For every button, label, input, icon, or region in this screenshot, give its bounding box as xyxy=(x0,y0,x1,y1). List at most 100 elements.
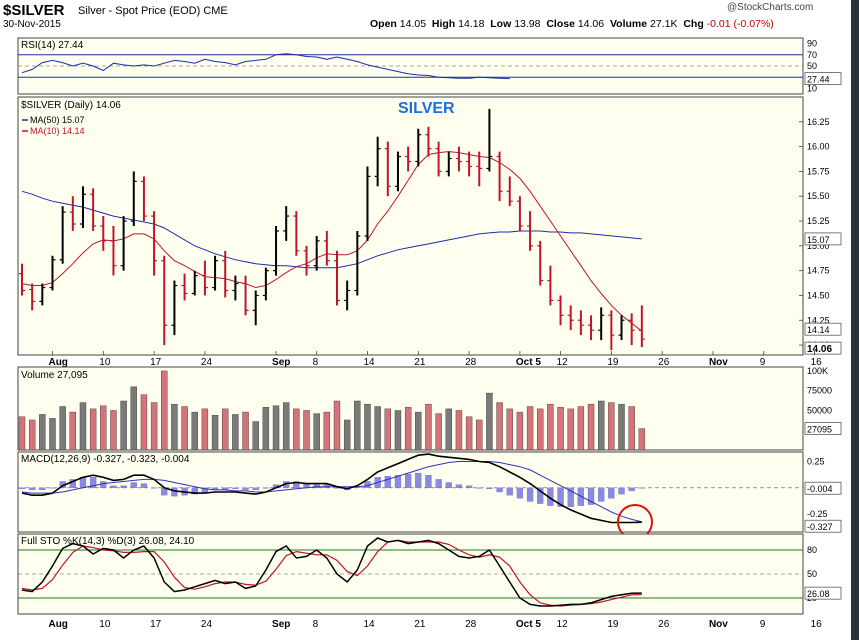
volume-bar xyxy=(282,402,290,451)
x-tick-label: 19 xyxy=(607,357,619,368)
low-label: Low xyxy=(490,18,512,30)
sto-d-line xyxy=(21,539,642,607)
last-value-label: 26.08 xyxy=(807,589,830,599)
last-value-box xyxy=(804,586,842,600)
ma50-legend: MA(50) 15.07 xyxy=(30,115,85,125)
last-value-label: -0.004 xyxy=(807,484,833,494)
volume-bar xyxy=(354,400,361,451)
macd-histogram-bar xyxy=(191,487,198,495)
price-bar xyxy=(577,310,584,336)
macd-line xyxy=(21,453,642,524)
macd-histogram-bar xyxy=(638,487,645,489)
x-tick-label: 17 xyxy=(150,357,162,368)
x-tick-label-bottom: 21 xyxy=(414,619,426,630)
open-label: Open xyxy=(370,18,397,30)
x-tick-label-bottom: Oct 5 xyxy=(516,619,541,630)
macd-histogram-bar xyxy=(557,487,564,507)
price-bar xyxy=(476,151,483,187)
y-tick-label: 14.50 xyxy=(807,290,830,300)
volume-bar xyxy=(232,414,239,451)
x-tick-label: 10 xyxy=(99,357,111,368)
macd-histogram-bar xyxy=(465,485,473,488)
y-tick-label: 50 xyxy=(807,569,817,579)
volume-bar xyxy=(628,406,635,451)
price-bar xyxy=(19,263,25,296)
volume-bar xyxy=(323,411,331,451)
macd-panel xyxy=(17,451,804,533)
x-tick-label-bottom: 16 xyxy=(811,619,823,630)
x-tick-label: Aug xyxy=(48,357,67,368)
volume-bar xyxy=(79,402,87,451)
macd-histogram-bar xyxy=(293,481,300,488)
price-bar xyxy=(628,313,635,346)
volume-bar xyxy=(18,416,26,451)
macd-signal-line xyxy=(21,461,642,523)
x-tick-label-bottom: 9 xyxy=(760,619,766,630)
x-tick-label-bottom: 24 xyxy=(201,619,213,630)
price-bar xyxy=(567,305,574,331)
price-bar xyxy=(283,206,290,241)
y-tick-label: 14.75 xyxy=(807,266,830,276)
volume-bar xyxy=(161,370,168,451)
x-tick-label: 24 xyxy=(201,357,213,368)
price-bar xyxy=(486,108,493,172)
symbol-title: $SILVER xyxy=(3,2,65,19)
open-value: 14.05 xyxy=(399,18,427,30)
y-tick-label: 50 xyxy=(807,61,817,71)
volume-bar xyxy=(69,411,77,451)
price-bar xyxy=(506,176,513,207)
price-bar xyxy=(334,250,340,306)
y-tick-label: 75000 xyxy=(807,386,832,396)
macd-histogram-bar xyxy=(18,487,26,489)
price-bar xyxy=(140,176,147,222)
y-tick-label: 50000 xyxy=(807,405,832,415)
macd-histogram-bar xyxy=(598,487,605,502)
macd-histogram-bar xyxy=(242,487,249,491)
last-value-box xyxy=(804,341,842,355)
x-tick-label: 12 xyxy=(557,357,569,368)
macd-histogram-bar xyxy=(110,485,117,488)
price-bar xyxy=(90,188,97,231)
macd-histogram-bar xyxy=(425,475,432,488)
volume-bar xyxy=(567,408,574,451)
price-bar xyxy=(344,280,351,311)
chart-header: $SILVER Silver - Spot Price (EOD) CME 30… xyxy=(0,0,859,32)
volume-bar xyxy=(445,408,452,451)
volume-bar xyxy=(110,410,117,451)
description-text: Silver - Spot Price (EOD) xyxy=(78,5,201,17)
volume-bar xyxy=(201,408,209,451)
macd-histogram-bar xyxy=(506,487,513,496)
macd-histogram-bar xyxy=(537,487,544,504)
y-tick-label: 100K xyxy=(807,366,828,376)
volume-bar xyxy=(252,421,259,451)
x-tick-label: 16 xyxy=(811,357,823,368)
symbol-description: Silver - Spot Price (EOD) CME xyxy=(78,5,228,17)
x-tick-label: 28 xyxy=(465,357,477,368)
price-bar xyxy=(59,206,66,264)
ohlc-summary: Open 14.05 High 14.18 Low 13.98 Close 14… xyxy=(370,18,774,30)
volume-bar xyxy=(293,408,300,451)
volume-title: Volume 27,095 xyxy=(21,370,88,381)
high-value: 14.18 xyxy=(458,18,485,30)
volume-bar xyxy=(597,400,605,451)
volume-bar xyxy=(496,402,503,451)
brand-watermark: @StockCharts.com xyxy=(727,2,814,13)
y-tick-label: 15.75 xyxy=(807,166,830,176)
volume-bar xyxy=(425,403,432,451)
x-tick-label-bottom: 17 xyxy=(150,619,162,630)
macd-histogram-bar xyxy=(232,487,239,489)
volume-bar xyxy=(537,408,544,451)
volume-bar xyxy=(49,418,56,451)
macd-histogram-bar xyxy=(567,487,574,507)
ma10-legend: MA(10) 14.14 xyxy=(30,126,85,136)
price-bar xyxy=(201,260,208,296)
volume-bar xyxy=(465,416,473,451)
volume-bar xyxy=(89,408,97,451)
x-tick-label-bottom: Sep xyxy=(272,619,290,630)
price-bar xyxy=(547,265,554,306)
macd-histogram-bar xyxy=(252,487,259,491)
volume-bar xyxy=(577,406,585,451)
price-title: $SILVER (Daily) 14.06 xyxy=(21,100,121,111)
volume-bar xyxy=(140,394,148,451)
price-bar xyxy=(303,245,310,276)
